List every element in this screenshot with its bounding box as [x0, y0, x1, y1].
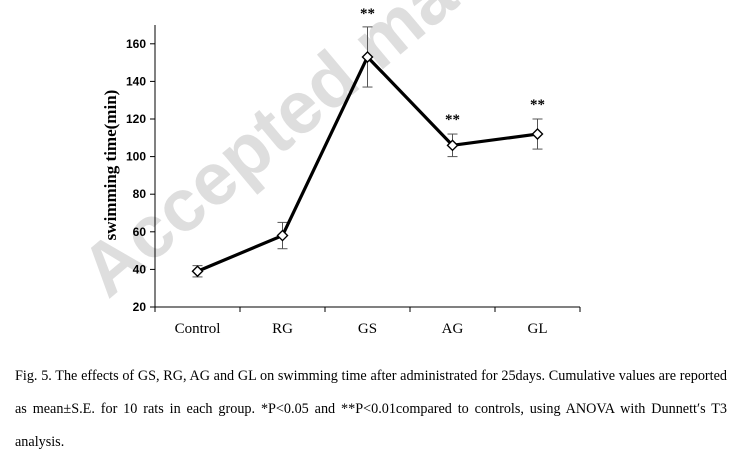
y-tick-label: 160: [126, 37, 146, 51]
data-point-diamond: [446, 139, 459, 152]
y-axis-label: swimming time(min): [101, 90, 120, 241]
plot-area: ** ** **: [191, 6, 545, 278]
x-tick-label: Control: [175, 321, 221, 337]
significance-marker: **: [360, 6, 375, 22]
axes: 20 40 60 80 100 120 140 160 Control RG GS AG GL: [126, 25, 581, 337]
y-tick-label: 60: [133, 225, 147, 239]
data-point-diamond: [276, 229, 289, 242]
data-point-diamond: [191, 265, 204, 278]
x-tick-label: GL: [528, 321, 548, 337]
data-point-diamond: [531, 128, 544, 141]
figure-caption: Fig. 5. The effects of GS, RG, AG and GL…: [15, 368, 727, 450]
y-tick-label: 120: [126, 112, 146, 126]
data-point-diamond: [361, 50, 374, 63]
significance-marker: **: [445, 112, 460, 128]
y-tick-label: 80: [133, 187, 147, 201]
x-tick-label: GS: [358, 321, 377, 337]
x-tick-label: RG: [272, 321, 293, 337]
significance-marker: **: [530, 97, 545, 113]
y-tick-label: 20: [133, 300, 147, 314]
y-tick-label: 40: [133, 262, 147, 276]
y-tick-label: 140: [126, 74, 146, 88]
x-tick-label: AG: [442, 321, 464, 337]
y-tick-label: 100: [126, 150, 146, 164]
